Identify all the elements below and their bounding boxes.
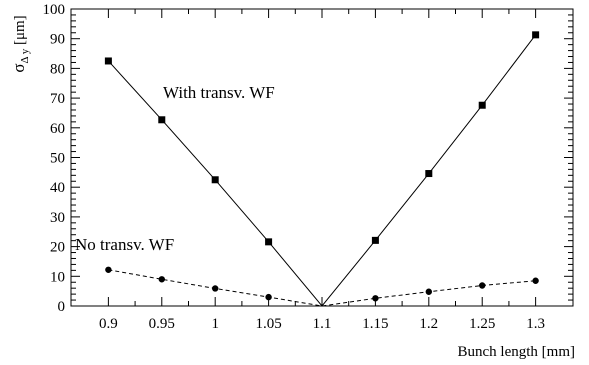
data-point-circle — [532, 277, 539, 284]
x-tick-label: 1.15 — [362, 316, 388, 332]
x-tick-label: 0.95 — [149, 316, 175, 332]
x-tick-label: 0.9 — [99, 316, 118, 332]
y-tick-label: 80 — [50, 61, 65, 77]
y-tick-label: 100 — [43, 2, 66, 18]
data-point-circle — [372, 295, 379, 302]
x-tick-label: 1.2 — [419, 316, 438, 332]
x-axis-label: Bunch length [mm] — [458, 344, 575, 360]
data-point-circle — [265, 293, 272, 301]
data-point-square — [265, 238, 273, 246]
y-tick-label: 0 — [58, 299, 66, 315]
y-tick-label: 90 — [50, 32, 65, 48]
series-labels: With transv. WF No transv. WF — [75, 83, 275, 254]
data-point-circle — [158, 276, 165, 283]
data-point-square — [478, 101, 486, 109]
data-point-square — [211, 176, 219, 184]
series-label-with-wf: With transv. WF — [163, 83, 275, 102]
x-tick-label: 1.25 — [469, 316, 495, 332]
x-tick-label: 1.3 — [526, 316, 545, 332]
y-tick-label: 30 — [50, 210, 65, 226]
data-point-square — [104, 57, 112, 65]
series-layer — [104, 31, 540, 307]
y-tick-label: 70 — [50, 91, 65, 107]
y-tick-label: 20 — [50, 240, 65, 256]
x-axis: 0.9 0.95 1 1.05 1.1 1.15 1.2 1.25 1.3 — [99, 9, 545, 332]
y-tick-label: 60 — [50, 121, 65, 137]
y-axis-label-unit: [μm] — [12, 15, 28, 48]
data-point-square — [371, 236, 379, 244]
y-axis-label-subscript: Δ y — [19, 48, 31, 63]
data-point-circle — [479, 282, 486, 289]
y-tick-label: 10 — [50, 269, 65, 285]
data-point-square — [532, 31, 540, 39]
data-point-circle — [425, 288, 433, 295]
y-axis-label: σΔ y [μm] — [9, 15, 31, 72]
x-tick-label: 1 — [211, 316, 219, 332]
y-axis: 0 10 20 30 40 50 60 70 80 90 100 — [43, 2, 573, 315]
x-tick-label: 1.05 — [255, 316, 281, 332]
plot-border — [70, 8, 574, 307]
data-point-square — [425, 170, 433, 178]
x-tick-label: 1.1 — [313, 316, 332, 332]
plot-frame — [70, 8, 574, 307]
data-point-circle — [105, 266, 112, 273]
series-label-no-wf: No transv. WF — [75, 235, 174, 254]
series-line-1 — [108, 34, 537, 307]
y-tick-label: 50 — [50, 151, 65, 167]
series-line-2 — [108, 269, 536, 307]
y-tick-label: 40 — [50, 180, 65, 196]
data-point-square — [158, 116, 166, 124]
data-point-circle — [211, 285, 219, 292]
y-axis-label-symbol: σ — [9, 64, 28, 73]
